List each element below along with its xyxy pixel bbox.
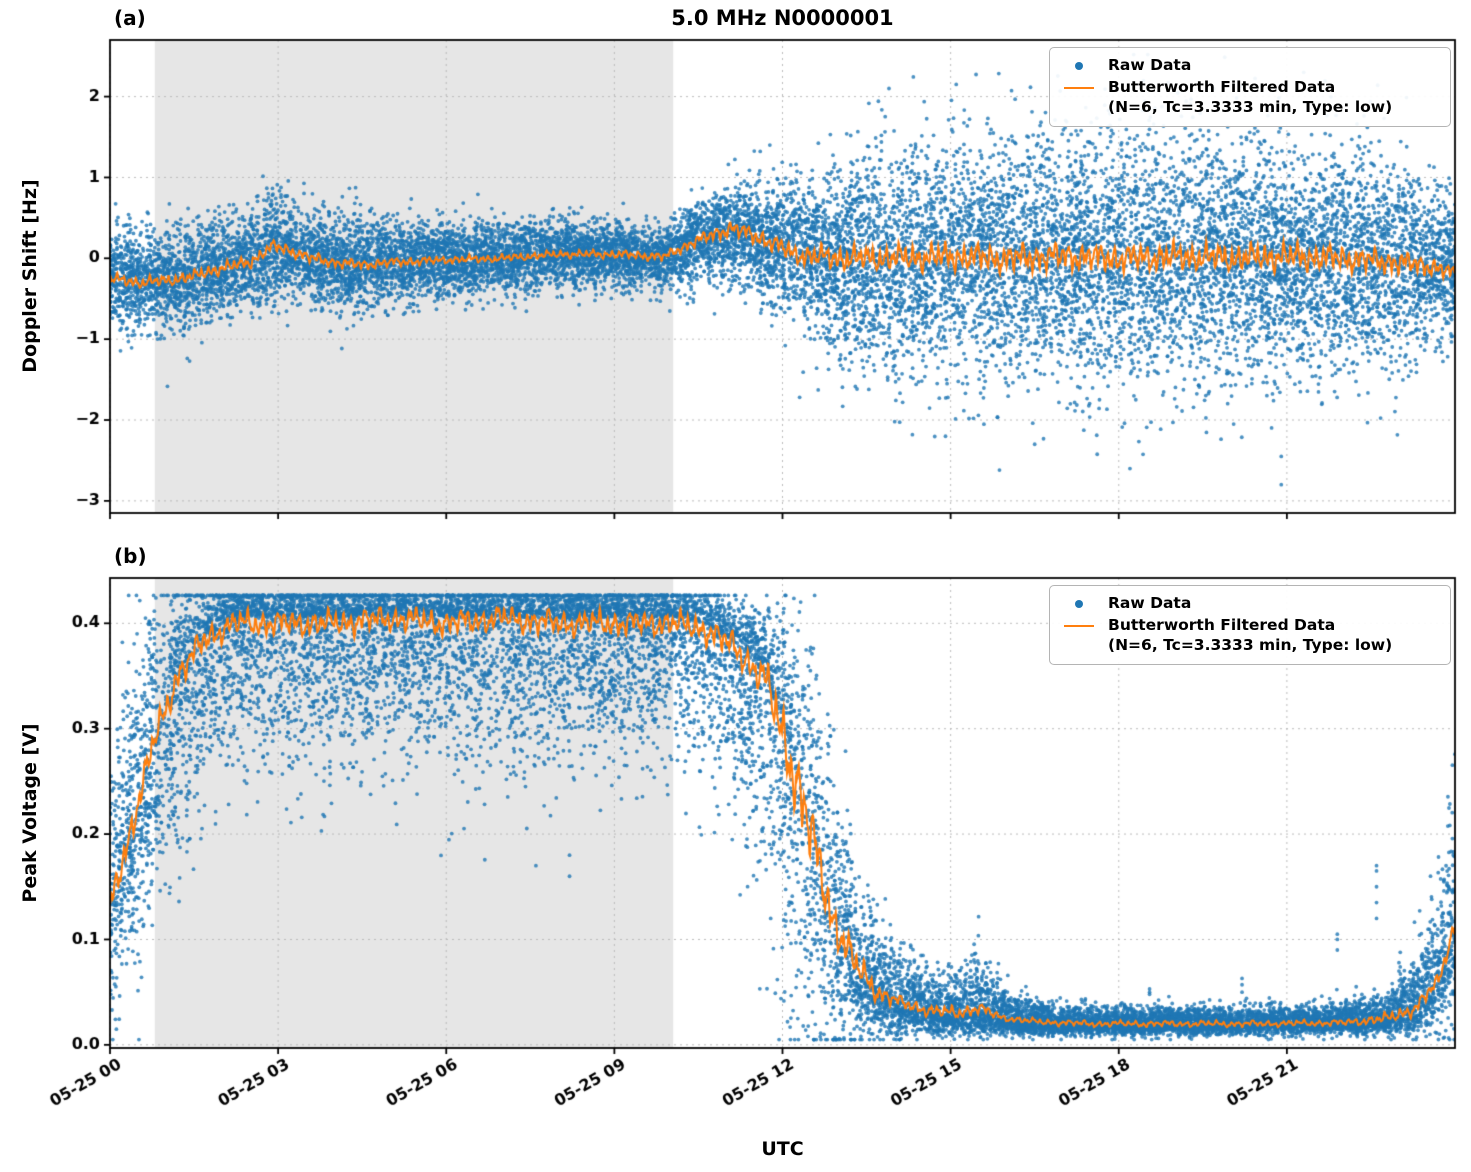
legend-raw-label: Raw Data	[1108, 594, 1192, 612]
panel-label-a: (a)	[114, 6, 146, 30]
raw-data-marker-icon	[1060, 599, 1098, 608]
legend-raw-label: Raw Data	[1108, 56, 1192, 74]
legend-filtered-label: Butterworth Filtered Data	[1108, 615, 1336, 634]
legend-row-raw: Raw Data	[1060, 593, 1440, 615]
legend-panel-a: Raw Data Butterworth Filtered Data (N=6,…	[1049, 47, 1451, 127]
chart-title: 5.0 MHz N0000001	[671, 6, 894, 30]
filtered-line-marker-icon	[1060, 624, 1098, 627]
y-axis-label-voltage: Peak Voltage [V]	[19, 723, 41, 903]
legend-filtered-sublabel: (N=6, Tc=3.3333 min, Type: low)	[1108, 98, 1393, 117]
filtered-line-marker-icon	[1060, 86, 1098, 89]
legend-filtered-sublabel: (N=6, Tc=3.3333 min, Type: low)	[1108, 636, 1393, 655]
y-axis-label-doppler: Doppler Shift [Hz]	[19, 179, 41, 373]
x-axis-label: UTC	[761, 1138, 804, 1160]
legend-row-filtered: Butterworth Filtered Data	[1060, 77, 1440, 99]
raw-data-marker-icon	[1060, 61, 1098, 70]
legend-row-raw: Raw Data	[1060, 55, 1440, 77]
legend-filtered-label: Butterworth Filtered Data	[1108, 77, 1336, 96]
panel-label-b: (b)	[114, 544, 147, 568]
legend-panel-b: Raw Data Butterworth Filtered Data (N=6,…	[1049, 585, 1451, 665]
legend-row-filtered: Butterworth Filtered Data	[1060, 615, 1440, 637]
